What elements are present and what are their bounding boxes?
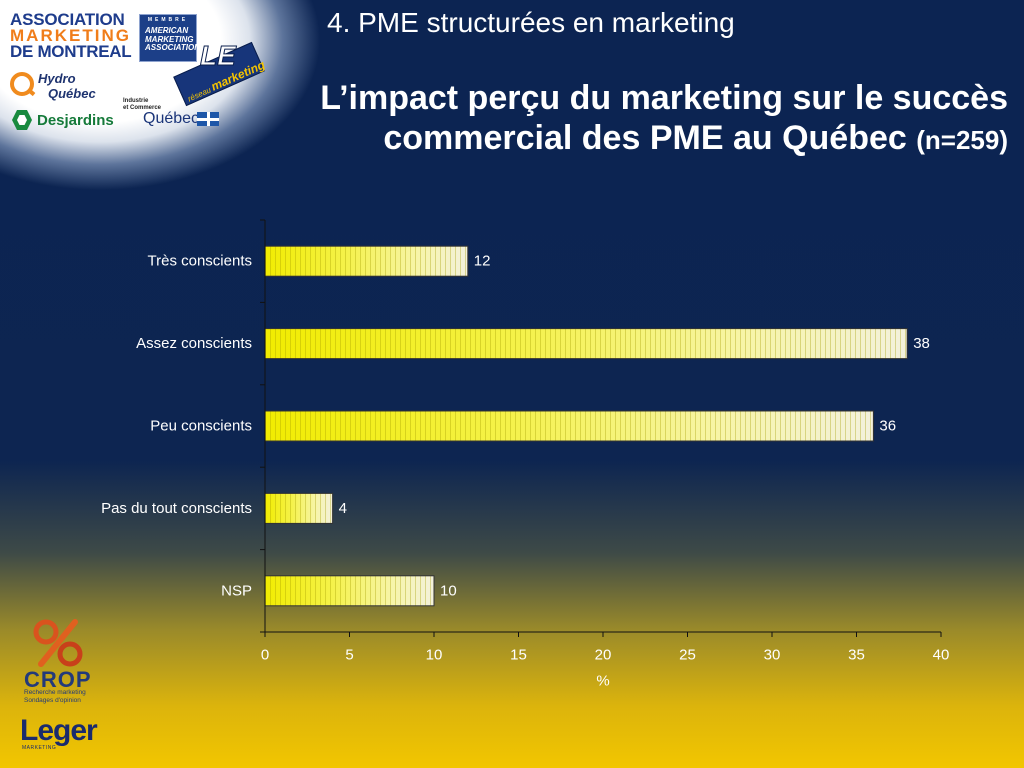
- chart-title: L’impact perçu du marketing sur le succè…: [320, 78, 1008, 160]
- leger-logo: Leger: [20, 714, 98, 747]
- data-label-3: 36: [879, 418, 896, 435]
- data-label-1: 12: [474, 253, 491, 270]
- bar-5: [265, 575, 434, 606]
- ama-name: AMERICAN MARKETING ASSOCIATION: [145, 26, 200, 53]
- category-label-2: Assez conscients: [136, 335, 252, 352]
- amm-logo-line-3: DE MONTREAL: [10, 42, 132, 61]
- x-tick-label-1: 5: [345, 647, 353, 664]
- mic-logo-line-2: et Commerce: [123, 104, 162, 111]
- crop-icon-slash: [38, 619, 78, 667]
- bar-texture-2: [264, 328, 908, 360]
- crop-icon-ring-top: [33, 619, 59, 645]
- leger-logo-sub: MARKETING: [22, 745, 57, 751]
- hydro-quebec-logo: Hydro Québec: [38, 71, 96, 101]
- amm-logo: ASSOCIATION MARKETING DE MONTREAL: [10, 10, 132, 61]
- crop-tagline-line-1: Recherche marketing: [24, 689, 86, 696]
- x-tick-label-6: 30: [764, 647, 781, 664]
- quebec-flag-icon: [197, 112, 219, 126]
- data-label-5: 10: [440, 582, 457, 599]
- ama-member-logo: MEMBRE AMERICAN MARKETING ASSOCIATION: [139, 14, 200, 62]
- data-label-2: 38: [913, 335, 930, 352]
- x-tick-label-4: 20: [595, 647, 612, 664]
- reseau-marketing-logo: LE réseaumarketing: [170, 38, 267, 107]
- chart-title-line-2: commercial des PME au Québec (n=259): [320, 118, 1008, 160]
- chart-marks: Très conscients 12 Assez conscients 38 Peu c…: [101, 219, 950, 664]
- crop-icon-ring-bottom: [57, 641, 83, 667]
- category-label-4: Pas du tout conscients: [101, 500, 252, 517]
- ama-name-line-2: MARKETING: [145, 34, 194, 44]
- mic-logo-caption: Industrie et Commerce: [123, 98, 161, 111]
- sample-size-note: (n=259): [916, 125, 1008, 155]
- bar-texture-4: [264, 492, 334, 524]
- hydro-q-icon: [10, 72, 34, 96]
- x-tick-label-2: 10: [426, 647, 443, 664]
- crop-logo-tagline: Recherche marketing Sondages d'opinion: [24, 689, 86, 704]
- bar-2: [265, 328, 908, 359]
- bar-texture-5: [264, 575, 435, 607]
- data-label-4: 4: [339, 500, 347, 517]
- hydro-logo-line-2: Québec: [48, 86, 96, 101]
- ama-name-line-3: ASSOCIATION: [145, 43, 200, 52]
- amm-logo-line-1: ASSOCIATION: [10, 10, 125, 29]
- category-label-1: Très conscients: [148, 253, 252, 270]
- x-tick-label-8: 40: [933, 647, 950, 664]
- x-tick-label-5: 25: [679, 647, 696, 664]
- amm-logo-line-2: MARKETING: [10, 26, 131, 45]
- chart-title-line-2-text: commercial des PME au Québec: [383, 119, 907, 157]
- crop-percent-icon: [33, 619, 83, 667]
- x-tick-label-7: 35: [848, 647, 865, 664]
- bar-texture-3: [264, 410, 874, 442]
- category-label-5: NSP: [221, 582, 252, 599]
- ama-name-line-1: AMERICAN: [145, 26, 189, 35]
- x-axis-label: %: [596, 673, 609, 690]
- hydro-logo-line-1: Hydro: [38, 71, 76, 86]
- mic-logo-line-1: Industrie: [123, 98, 149, 104]
- desjardins-hexagon-inner-icon: [17, 115, 27, 125]
- bar-texture-1: [264, 245, 469, 277]
- mic-logo-name: Québec: [143, 110, 200, 127]
- ama-member-label: MEMBRE: [147, 17, 189, 23]
- category-label-3: Peu conscients: [150, 418, 252, 435]
- crop-tagline-line-2: Sondages d'opinion: [24, 696, 81, 704]
- chart-title-line-1: L’impact perçu du marketing sur le succè…: [320, 79, 1008, 117]
- crop-logo: CROP: [24, 667, 92, 692]
- bar-1: [265, 246, 468, 277]
- section-title: 4. PME structurées en marketing: [327, 7, 735, 38]
- bar-3: [265, 411, 874, 441]
- x-tick-label-0: 0: [261, 647, 269, 664]
- bar-4: [265, 493, 333, 524]
- desjardins-logo: Desjardins: [37, 112, 114, 129]
- x-tick-label-3: 15: [510, 647, 527, 664]
- reseau-logo-big: LE: [200, 40, 237, 72]
